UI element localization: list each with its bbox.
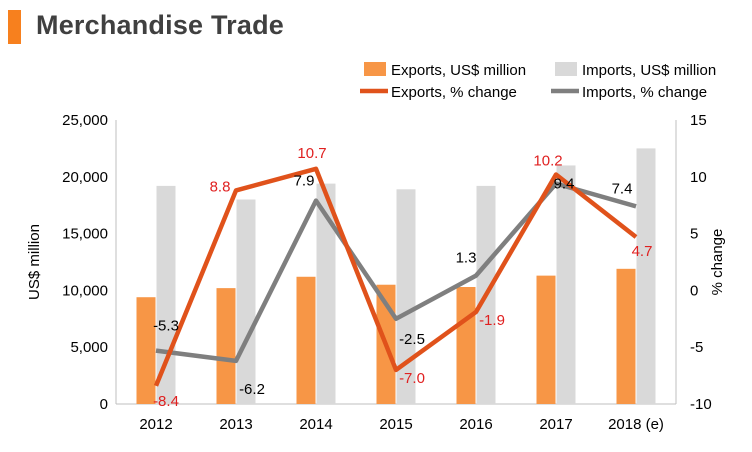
exports-change-data-label: 10.2 bbox=[533, 153, 562, 170]
left-tick-label: 15,000 bbox=[62, 226, 108, 243]
legend-label-exports-bar: Exports, US$ million bbox=[391, 62, 526, 79]
title-accent-bar bbox=[8, 10, 21, 44]
exports-change-data-label: -7.0 bbox=[399, 370, 425, 387]
exports-bar bbox=[216, 288, 236, 404]
left-tick-label: 5,000 bbox=[70, 339, 108, 356]
left-tick-label: 0 bbox=[100, 396, 108, 413]
imports-change-data-label: -6.2 bbox=[239, 381, 265, 398]
exports-bar bbox=[136, 297, 156, 404]
imports-change-line bbox=[155, 181, 637, 364]
imports-bar bbox=[636, 148, 656, 404]
legend-label-exports-line: Exports, % change bbox=[391, 84, 517, 101]
x-tick-label: 2016 bbox=[459, 416, 492, 433]
page-title: Merchandise Trade bbox=[36, 10, 284, 40]
exports-change-data-label: 4.7 bbox=[632, 243, 653, 260]
imports-change-data-label: 1.3 bbox=[456, 250, 477, 267]
exports-change-data-label: -1.9 bbox=[479, 312, 505, 329]
right-tick-label: 10 bbox=[690, 169, 707, 186]
imports-bar bbox=[156, 185, 176, 404]
legend-label-imports-line: Imports, % change bbox=[582, 84, 707, 101]
legend-swatch-imports-bar bbox=[555, 62, 577, 76]
exports-change-data-label: 8.8 bbox=[210, 178, 231, 195]
x-tick-label: 2013 bbox=[219, 416, 252, 433]
left-axis-title: US$ million bbox=[26, 224, 43, 300]
exports-bar bbox=[616, 268, 636, 404]
left-tick-label: 20,000 bbox=[62, 169, 108, 186]
left-tick-label: 10,000 bbox=[62, 282, 108, 299]
imports-change-data-label: 7.4 bbox=[612, 180, 633, 197]
imports-change-data-label: 7.9 bbox=[294, 173, 315, 190]
imports-bar bbox=[396, 189, 416, 404]
imports-change-data-label: -2.5 bbox=[399, 331, 425, 348]
left-tick-label: 25,000 bbox=[62, 112, 108, 129]
imports-bar bbox=[236, 199, 256, 404]
exports-change-data-label: 10.7 bbox=[297, 145, 326, 162]
right-tick-label: 15 bbox=[690, 112, 707, 129]
right-tick-label: -5 bbox=[690, 339, 703, 356]
imports-change-data-label: -5.3 bbox=[153, 318, 179, 335]
imports-change-data-label: 9.4 bbox=[554, 176, 575, 193]
x-tick-label: 2015 bbox=[379, 416, 412, 433]
right-axis-title: % change bbox=[709, 229, 726, 296]
legend-label-imports-bar: Imports, US$ million bbox=[582, 62, 716, 79]
x-tick-label: 2012 bbox=[139, 416, 172, 433]
exports-bar bbox=[296, 276, 316, 404]
right-tick-label: -10 bbox=[690, 396, 712, 413]
imports-bar bbox=[556, 165, 576, 404]
right-tick-label: 5 bbox=[690, 226, 698, 243]
exports-change-data-label: -8.4 bbox=[153, 393, 179, 410]
right-tick-label: 0 bbox=[690, 282, 698, 299]
exports-bar bbox=[536, 275, 556, 404]
x-tick-label: 2017 bbox=[539, 416, 572, 433]
legend-swatch-exports-bar bbox=[364, 62, 386, 76]
x-tick-label: 2018 (e) bbox=[608, 416, 664, 433]
exports-bar bbox=[456, 286, 476, 404]
exports-change-line bbox=[153, 166, 638, 387]
imports-bar bbox=[316, 183, 336, 404]
x-tick-label: 2014 bbox=[299, 416, 332, 433]
